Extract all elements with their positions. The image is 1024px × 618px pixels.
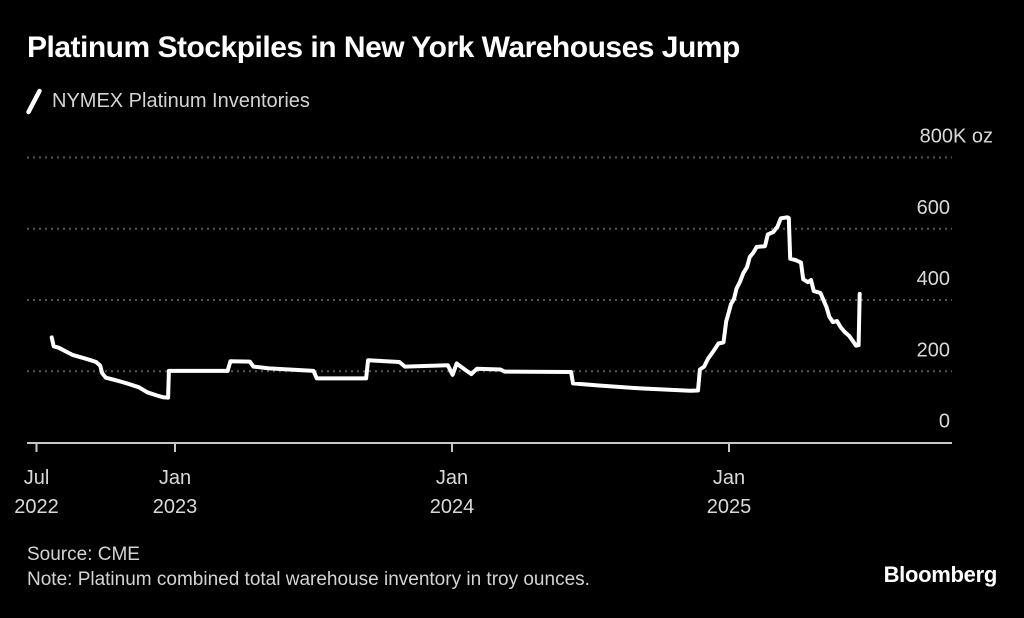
x-axis-label-month: Jan — [713, 467, 745, 489]
x-axis-label-month: Jan — [159, 467, 191, 489]
line-series-slash-icon — [26, 88, 42, 115]
chart-title: Platinum Stockpiles in New York Warehous… — [27, 31, 740, 64]
series-line-nymex-platinum-inventories — [49, 215, 862, 400]
y-axis-label: 0 — [939, 411, 950, 433]
x-axis-label-year: 2025 — [707, 496, 752, 518]
bloomberg-logo: Bloomberg — [883, 562, 998, 587]
x-axis-label-year: 2023 — [153, 496, 198, 518]
y-axis-label: 400 — [917, 268, 950, 290]
note-text: Note: Platinum combined total warehouse … — [27, 569, 590, 590]
x-axis-label-year: 2022 — [14, 496, 59, 518]
legend: NYMEX Platinum Inventories — [26, 88, 310, 115]
y-axis-label: 200 — [917, 339, 950, 361]
source-text: Source: CME — [27, 544, 140, 565]
x-axis-label-year: 2024 — [430, 496, 475, 518]
x-axis-label-month: Jul — [24, 467, 50, 489]
legend-label: NYMEX Platinum Inventories — [52, 90, 310, 112]
x-axis-label-month: Jan — [436, 467, 468, 489]
y-axis-label: 800K oz — [920, 126, 993, 148]
y-axis-label: 600 — [917, 197, 950, 219]
